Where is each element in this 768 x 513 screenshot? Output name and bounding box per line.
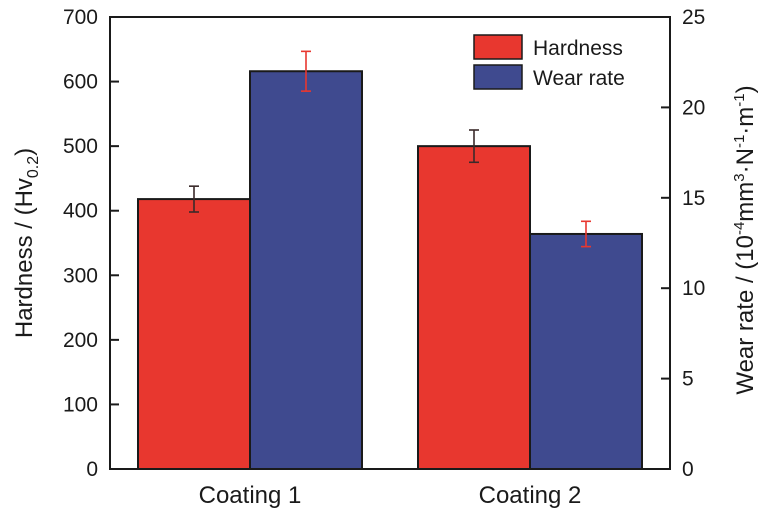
left-tick-label: 400 xyxy=(63,200,98,223)
bar-wear-rate xyxy=(249,70,363,471)
left-axis: 0 100 200 300 400 500 600 700 xyxy=(63,6,119,481)
left-axis-title-end: ) xyxy=(11,148,38,156)
left-tick-label: 500 xyxy=(63,135,98,158)
right-tick-label: 0 xyxy=(682,458,694,481)
left-axis-title-main: Hardness / (Hv xyxy=(11,178,38,338)
right-axis-title-mid3: ·m xyxy=(732,107,759,135)
legend-label-wear-rate: Wear rate xyxy=(533,67,625,90)
category-label: Coating 1 xyxy=(199,482,302,509)
bar-hardness xyxy=(137,198,251,470)
right-axis-title-sup2: 3 xyxy=(731,173,748,181)
left-tick-label: 600 xyxy=(63,71,98,94)
legend-label-hardness: Hardness xyxy=(533,37,623,60)
x-axis: Coating 1 Coating 2 xyxy=(199,460,582,509)
right-axis-title-sup1: -4 xyxy=(731,222,748,235)
bar-wear-rate xyxy=(529,232,643,470)
left-tick-label: 0 xyxy=(86,458,98,481)
right-axis-title: Wear rate / (10-4mm3·N-1·m-1) xyxy=(731,85,759,394)
right-tick-label: 5 xyxy=(682,368,694,391)
left-axis-title: Hardness / (Hv0.2) xyxy=(11,148,42,338)
left-tick-label: 100 xyxy=(63,393,98,416)
bar-hardness xyxy=(417,145,531,470)
right-axis-title-main: Wear rate / (10 xyxy=(732,235,759,395)
right-axis-title-mid1: mm xyxy=(732,182,759,222)
bars xyxy=(137,70,643,471)
legend-swatch-hardness xyxy=(473,34,523,60)
right-axis-title-sup4: -1 xyxy=(731,93,748,106)
left-axis-title-sub: 0.2 xyxy=(25,156,42,178)
right-tick-label: 25 xyxy=(682,6,705,29)
right-tick-label: 15 xyxy=(682,187,705,210)
legend-swatch-wear-rate xyxy=(473,64,523,90)
plot-frame xyxy=(109,16,671,470)
right-axis-title-end: ) xyxy=(732,85,759,93)
left-tick-label: 200 xyxy=(63,329,98,352)
category-label: Coating 2 xyxy=(479,482,582,509)
right-tick-label: 20 xyxy=(682,96,705,119)
error-bars xyxy=(189,50,591,248)
right-axis-title-mid2: ·N xyxy=(732,148,759,173)
left-tick-label: 700 xyxy=(63,6,98,29)
left-tick-label: 300 xyxy=(63,264,98,287)
right-axis-title-sup3: -1 xyxy=(731,135,748,148)
right-tick-label: 10 xyxy=(682,277,705,300)
right-axis: 0 5 10 15 20 25 xyxy=(661,6,705,481)
legend: Hardness Wear rate xyxy=(473,34,625,90)
